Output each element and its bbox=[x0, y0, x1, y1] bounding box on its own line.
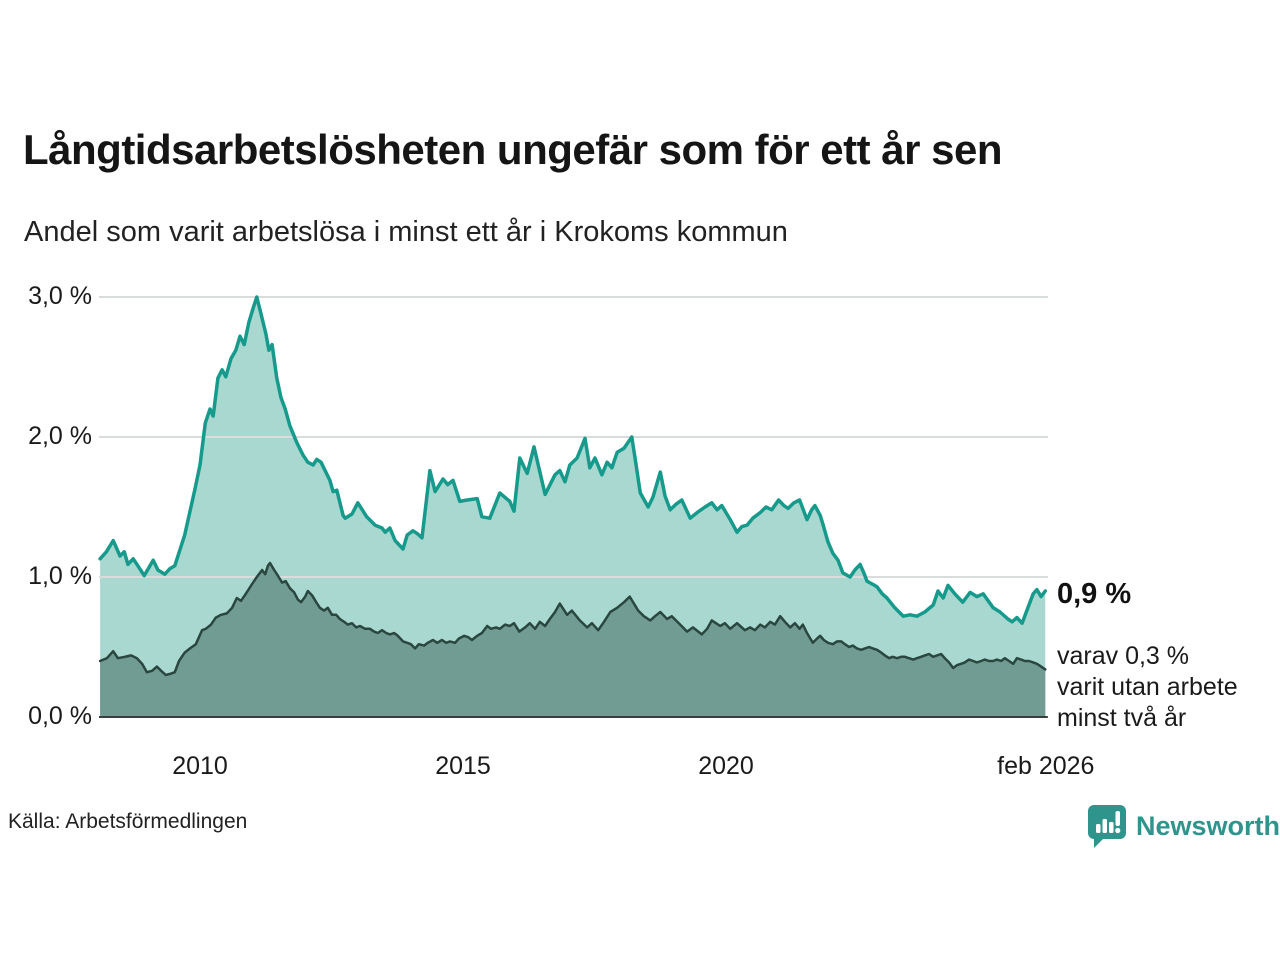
x-axis-label: 2010 bbox=[172, 752, 228, 780]
annotation-note-line: varav 0,3 % bbox=[1057, 642, 1190, 670]
x-axis-label: 2020 bbox=[698, 752, 754, 780]
y-axis-label: 0,0 % bbox=[28, 702, 92, 730]
y-axis-label: 3,0 % bbox=[28, 282, 92, 310]
y-axis-label: 2,0 % bbox=[28, 422, 92, 450]
series-one-year-area bbox=[100, 297, 1046, 717]
x-axis-label: feb 2026 bbox=[997, 752, 1095, 780]
annotation-note-line: varit utan arbete bbox=[1057, 673, 1238, 701]
source-text: Källa: Arbetsförmedlingen bbox=[8, 810, 248, 833]
x-axis-label: 2015 bbox=[435, 752, 491, 780]
series-two-year-line bbox=[98, 561, 1047, 677]
y-axis-label: 1,0 % bbox=[28, 562, 92, 590]
annotation-note: varav 0,3 % varit utan arbete minst två år bbox=[1057, 641, 1238, 734]
chart-subtitle: Andel som varit arbetslösa i minst ett å… bbox=[24, 216, 788, 248]
end-value-label: 0,9 % bbox=[1057, 578, 1132, 610]
newsworthy-logo: Newsworthy bbox=[1086, 801, 1280, 851]
annotation-note-line: minst två år bbox=[1057, 704, 1187, 732]
newsworthy-logo-icon bbox=[1088, 805, 1126, 848]
series-one-year-line bbox=[98, 295, 1048, 625]
chart-title: Långtidsarbetslösheten ungefär som för e… bbox=[23, 126, 1003, 173]
series-two-year-area bbox=[100, 563, 1046, 717]
newsworthy-wordmark: Newsworthy bbox=[1136, 810, 1280, 841]
